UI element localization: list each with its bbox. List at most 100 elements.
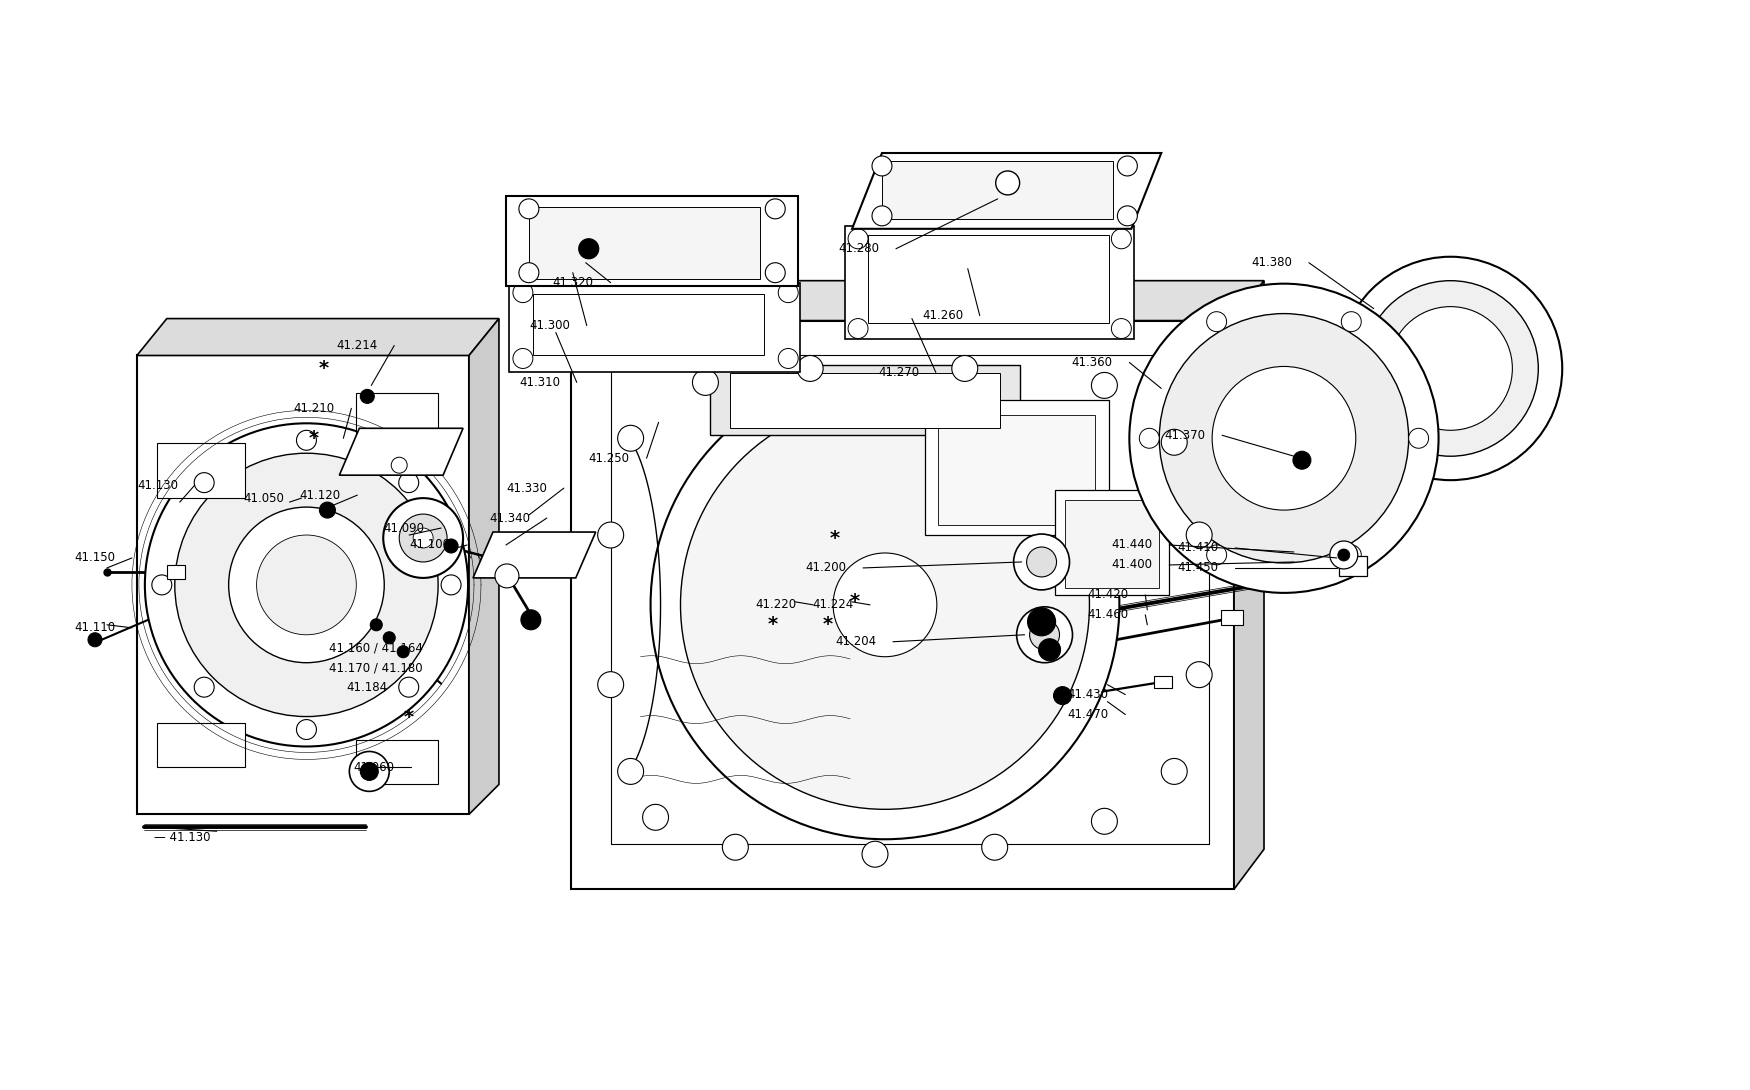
Circle shape — [1186, 522, 1213, 548]
Circle shape — [152, 574, 172, 595]
Circle shape — [579, 239, 598, 258]
Text: 41.400: 41.400 — [1111, 558, 1153, 571]
Circle shape — [1017, 607, 1073, 663]
Circle shape — [833, 553, 936, 656]
Text: 41.280: 41.280 — [838, 242, 878, 255]
Circle shape — [360, 762, 378, 780]
Circle shape — [397, 645, 410, 657]
Circle shape — [872, 206, 892, 226]
Text: 41.224: 41.224 — [812, 598, 854, 611]
Text: 41.250: 41.250 — [588, 451, 630, 464]
FancyBboxPatch shape — [166, 565, 186, 579]
Circle shape — [1213, 366, 1356, 510]
Circle shape — [1340, 545, 1362, 565]
Polygon shape — [570, 281, 1264, 320]
Text: 41.460: 41.460 — [1087, 608, 1129, 621]
Circle shape — [1129, 283, 1438, 593]
Circle shape — [849, 229, 868, 249]
Circle shape — [194, 677, 214, 698]
Text: *: * — [850, 592, 859, 611]
FancyBboxPatch shape — [730, 374, 999, 428]
Circle shape — [872, 156, 892, 175]
FancyBboxPatch shape — [357, 739, 438, 785]
Text: *: * — [766, 615, 777, 634]
Text: *: * — [404, 708, 415, 727]
Circle shape — [495, 564, 520, 588]
Circle shape — [765, 198, 786, 219]
Text: 41.360: 41.360 — [1071, 356, 1113, 370]
Polygon shape — [1234, 281, 1264, 889]
Text: 41.110: 41.110 — [74, 621, 116, 634]
FancyBboxPatch shape — [938, 415, 1096, 525]
Text: 41.440: 41.440 — [1111, 538, 1153, 552]
FancyBboxPatch shape — [1339, 556, 1367, 576]
FancyBboxPatch shape — [1155, 676, 1172, 688]
Circle shape — [229, 507, 385, 663]
Circle shape — [1139, 428, 1158, 448]
Circle shape — [88, 633, 102, 646]
Circle shape — [296, 719, 317, 739]
Circle shape — [1092, 809, 1118, 834]
Circle shape — [996, 171, 1020, 195]
Circle shape — [320, 502, 336, 518]
Circle shape — [520, 263, 539, 282]
Circle shape — [1363, 281, 1538, 457]
Circle shape — [413, 528, 434, 548]
Text: 41.300: 41.300 — [528, 319, 570, 332]
Circle shape — [1092, 373, 1118, 398]
Circle shape — [693, 370, 719, 396]
Circle shape — [1013, 534, 1069, 590]
Polygon shape — [469, 318, 499, 814]
FancyBboxPatch shape — [1222, 609, 1242, 625]
Circle shape — [765, 263, 786, 282]
Polygon shape — [340, 428, 464, 475]
FancyBboxPatch shape — [1055, 490, 1169, 595]
Circle shape — [1409, 428, 1428, 448]
Circle shape — [982, 834, 1008, 860]
Circle shape — [399, 473, 418, 493]
Circle shape — [371, 619, 382, 631]
Polygon shape — [509, 282, 800, 373]
Circle shape — [1118, 156, 1138, 175]
Circle shape — [1337, 549, 1349, 561]
Text: 41.170 / 41.180: 41.170 / 41.180 — [329, 662, 424, 675]
Circle shape — [1027, 608, 1055, 635]
Text: 41.370: 41.370 — [1164, 428, 1206, 441]
Circle shape — [441, 574, 460, 595]
Text: 41.214: 41.214 — [336, 339, 378, 352]
Text: 41.380: 41.380 — [1251, 256, 1292, 269]
Text: 41.210: 41.210 — [294, 402, 334, 415]
FancyBboxPatch shape — [357, 393, 438, 438]
Text: 41.060: 41.060 — [354, 761, 394, 774]
Circle shape — [350, 751, 388, 791]
Text: 41.420: 41.420 — [1087, 589, 1129, 602]
Text: 41.204: 41.204 — [835, 635, 877, 649]
FancyBboxPatch shape — [1064, 500, 1158, 588]
Text: 41.100: 41.100 — [410, 538, 450, 552]
Circle shape — [681, 400, 1090, 809]
Circle shape — [145, 423, 467, 747]
Text: 41.450: 41.450 — [1178, 561, 1218, 574]
Text: 41.330: 41.330 — [506, 482, 546, 495]
Text: 41.310: 41.310 — [520, 376, 560, 389]
Polygon shape — [506, 196, 798, 286]
FancyBboxPatch shape — [710, 365, 1020, 435]
Circle shape — [194, 473, 214, 493]
Circle shape — [598, 671, 623, 698]
Text: 41.150: 41.150 — [74, 552, 116, 565]
Text: *: * — [308, 428, 318, 448]
Circle shape — [1208, 545, 1227, 565]
Text: 41.220: 41.220 — [756, 598, 796, 611]
Text: — 41.130: — 41.130 — [154, 831, 210, 844]
Circle shape — [257, 535, 357, 634]
FancyBboxPatch shape — [924, 400, 1110, 535]
Circle shape — [296, 431, 317, 450]
Circle shape — [444, 540, 458, 553]
Circle shape — [849, 318, 868, 339]
Circle shape — [863, 841, 887, 868]
Circle shape — [1330, 541, 1358, 569]
Circle shape — [392, 457, 408, 473]
Polygon shape — [852, 153, 1162, 229]
Circle shape — [598, 522, 623, 548]
Circle shape — [1111, 229, 1130, 249]
